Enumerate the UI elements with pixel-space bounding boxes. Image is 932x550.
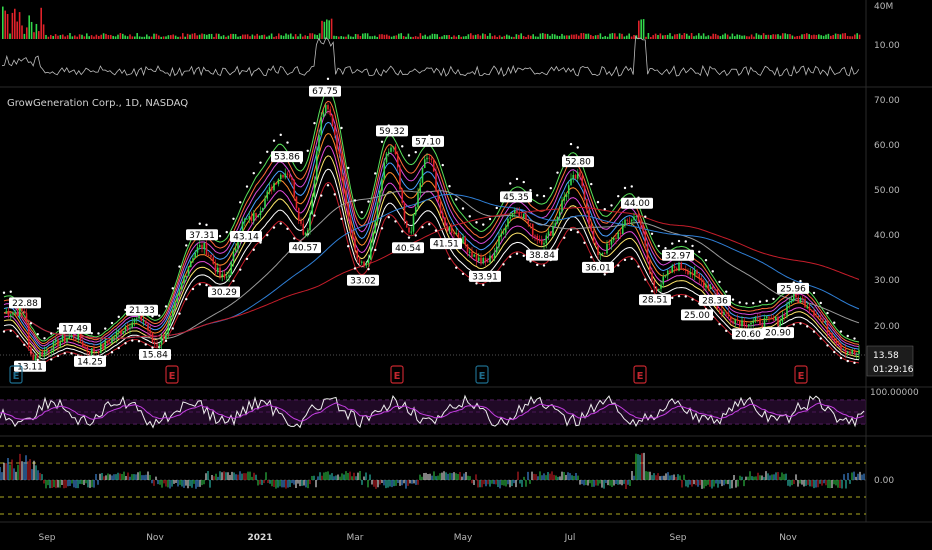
time-axis-label: Sep xyxy=(670,533,687,543)
pivot-price-tag: 33.91 xyxy=(472,272,498,282)
pivot-price-tag: 40.54 xyxy=(395,244,421,254)
pivot-price-tag: 28.51 xyxy=(642,296,668,306)
price-axis-label: 40.00 xyxy=(874,231,900,241)
pivot-price-tag: 38.84 xyxy=(529,251,555,261)
pivot-price-tag: 45.35 xyxy=(503,193,529,203)
pivot-price-tag: 25.96 xyxy=(780,284,806,294)
pivot-price-tag: 43.14 xyxy=(233,233,259,243)
osc-line-white xyxy=(0,394,865,429)
pivot-price-tag: 33.02 xyxy=(350,276,376,286)
pivot-price-tag: 14.25 xyxy=(77,357,103,367)
pivot-price-tag: 17.49 xyxy=(62,324,88,334)
price-axis-label: 50.00 xyxy=(874,186,900,196)
time-axis-label: Mar xyxy=(347,533,364,543)
pivot-price-tag: 21.33 xyxy=(129,306,155,316)
current-price-badge xyxy=(866,345,914,377)
time-axis-label: Sep xyxy=(39,533,56,543)
current-price: 13.58 xyxy=(873,351,899,361)
volume-axis-label: 40M xyxy=(874,2,893,12)
pivot-price-tags: 22.88 13.11 17.49 14.25 21.33 15.84 37.31 30.29… xyxy=(9,85,809,372)
earnings-marker-label: E xyxy=(479,371,486,382)
pivot-price-tag: 53.86 xyxy=(274,153,300,163)
pivot-price-tag: 25.00 xyxy=(684,311,710,321)
pivot-price-tag: 37.31 xyxy=(189,231,215,241)
pivot-price-tag: 40.57 xyxy=(292,244,318,254)
pivot-price-tag: 36.01 xyxy=(585,263,611,273)
pivot-price-tag: 57.10 xyxy=(415,137,441,147)
time-axis-label: Nov xyxy=(779,533,797,543)
pivot-price-tag: 30.29 xyxy=(211,288,237,298)
momentum-histogram xyxy=(0,452,865,489)
pivot-price-tag: 13.11 xyxy=(17,362,43,372)
pivot-price-tag: 67.75 xyxy=(312,87,338,97)
time-axis-label: 2021 xyxy=(247,533,272,543)
earnings-marker-label: E xyxy=(13,371,20,382)
time-axis-label: Jul xyxy=(564,533,576,543)
pivot-price-tag: 20.90 xyxy=(765,329,791,339)
pivot-price-tag: 32.97 xyxy=(665,251,691,261)
time-axis-label: May xyxy=(454,533,473,543)
pivot-price-tag: 44.00 xyxy=(624,199,650,209)
pivot-price-tag: 52.80 xyxy=(565,158,591,168)
price-axis-label: 30.00 xyxy=(874,276,900,286)
time-axis-label: Nov xyxy=(146,533,164,543)
pivot-price-tag: 22.88 xyxy=(12,299,38,309)
price-axis-label: 60.00 xyxy=(874,141,900,151)
pivot-price-tag: 28.36 xyxy=(702,296,728,306)
pivot-price-tag: 15.84 xyxy=(142,350,168,360)
earnings-marker-label: E xyxy=(169,371,176,382)
candlesticks xyxy=(5,103,860,365)
earnings-marker-label: E xyxy=(637,371,644,382)
bar-countdown: 01:29:16 xyxy=(873,365,914,375)
osc-line-purple xyxy=(0,402,865,422)
volume-line xyxy=(1,35,860,77)
volume-axis-label: 10.00 xyxy=(874,41,900,51)
chart-title: GrowGeneration Corp., 1D, NASDAQ xyxy=(7,98,188,109)
pivot-price-tag: 59.32 xyxy=(379,127,405,137)
pivot-price-tag: 41.51 xyxy=(433,240,459,250)
volume-bars xyxy=(2,6,861,40)
price-axis-label: 20.00 xyxy=(874,322,900,332)
earnings-marker-label: E xyxy=(798,371,805,382)
osc-axis-label: 100.00000 xyxy=(870,388,919,398)
osc2-axis-label: 0.00 xyxy=(874,476,894,486)
pivot-price-tag: 20.60 xyxy=(735,330,761,340)
osc-band xyxy=(0,400,866,424)
price-axis-label: 70.00 xyxy=(874,96,900,106)
earnings-marker-label: E xyxy=(394,371,401,382)
